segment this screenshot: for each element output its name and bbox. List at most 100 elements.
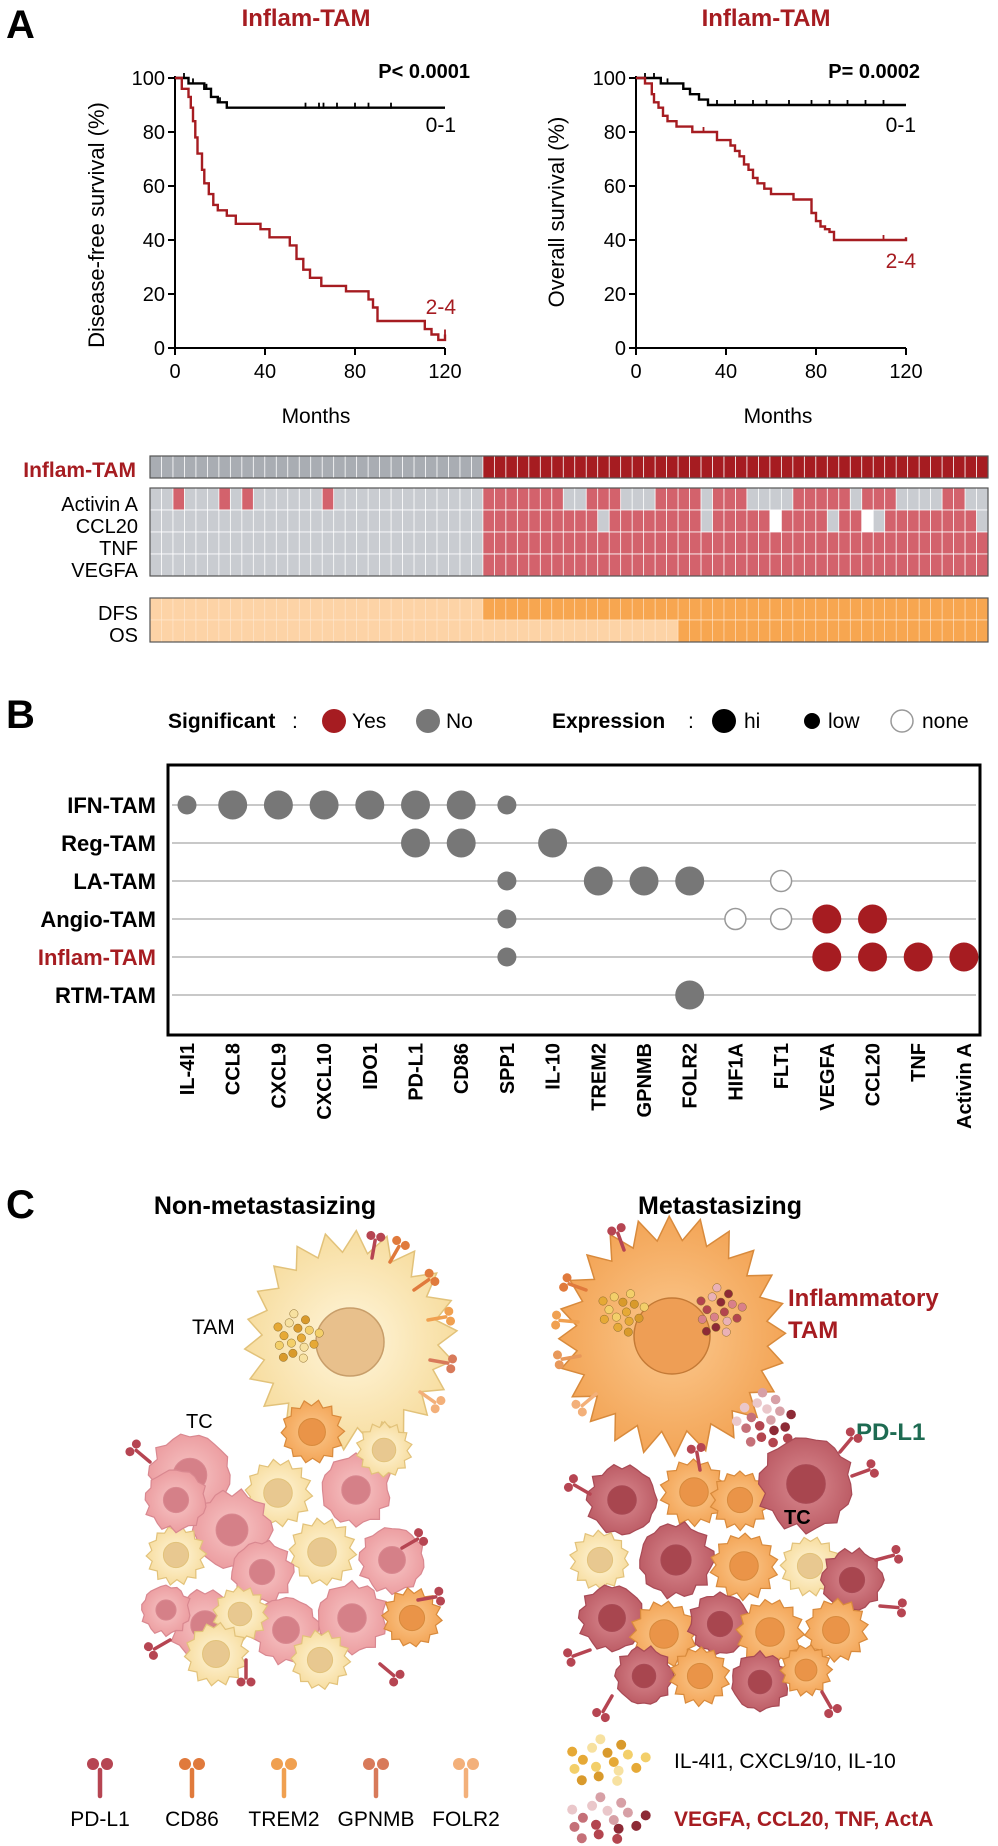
- heatmap-cell-vegfa: [826, 553, 840, 577]
- km-dfs-ytick-label: 60: [143, 176, 165, 198]
- heatmap-cell-inflam-tam: [918, 455, 932, 479]
- outcome-cell-os: [161, 619, 174, 643]
- outcome-cell-os: [264, 619, 277, 643]
- receptor-head: [554, 1360, 564, 1370]
- receptor-head: [552, 1350, 562, 1360]
- pdl1-receptor-head: [853, 1433, 863, 1443]
- granule-red: [737, 1302, 747, 1312]
- outcome-cell-os: [964, 619, 978, 643]
- outcome-cell-dfs: [643, 597, 656, 621]
- tam-label: TAM: [192, 1316, 235, 1339]
- heatmap-cell-activin-a: [792, 487, 806, 511]
- factor-legend-dot: [616, 1739, 627, 1750]
- heatmap-cell-inflam-tam: [528, 455, 542, 479]
- receptor-head: [552, 1310, 562, 1320]
- tumor-left-nucleus: [371, 1437, 397, 1463]
- granule: [598, 1296, 608, 1306]
- granule-red: [721, 1327, 731, 1337]
- heatmap-cell-activin-a: [585, 487, 599, 511]
- km-os-ytick-label: 80: [604, 122, 626, 144]
- heatmap-cell-activin-a: [195, 487, 209, 511]
- outcome-cell-dfs: [918, 597, 932, 621]
- receptor-legend-head: [101, 1758, 113, 1770]
- pdl1-receptor-head: [563, 1482, 573, 1492]
- outcome-cell-dfs: [321, 597, 335, 621]
- heatmap-cell-vegfa: [872, 553, 886, 577]
- pdl1-receptor-head: [436, 1596, 446, 1606]
- heatmap-cell-tnf: [241, 531, 255, 555]
- receptor-stem: [370, 1238, 377, 1260]
- heatmap-cell-ccl20: [241, 509, 255, 533]
- heatmap-cell-vegfa: [344, 553, 358, 577]
- tumor-left-nucleus: [227, 1601, 253, 1627]
- heatmap-cell-tnf: [459, 531, 473, 555]
- pdl1-receptor: [563, 1648, 592, 1667]
- heatmap-cell-activin-a: [723, 487, 737, 511]
- heatmap-cell-tnf: [482, 531, 496, 555]
- outcome-cell-dfs: [551, 597, 564, 621]
- heatmap-cell-tnf: [252, 531, 266, 555]
- outcome-cell-os: [700, 619, 714, 643]
- km-os-ylabel: Overall survival (%): [544, 117, 569, 308]
- heatmap-cell-tnf: [769, 531, 783, 555]
- factor-legend-dot-red: [595, 1792, 606, 1803]
- dotplot-point-hi: [446, 790, 476, 820]
- heatmap-cell-activin-a: [539, 487, 553, 511]
- heatmap-cell-inflam-tam: [505, 455, 519, 479]
- heatmap-cell-inflam-tam: [321, 455, 335, 479]
- heatmap-cell-vegfa: [792, 553, 806, 577]
- factor-legend-dot-red: [577, 1812, 588, 1823]
- heatmap-cell-ccl20: [436, 509, 450, 533]
- outcome-cell-os: [608, 619, 622, 643]
- granule: [293, 1323, 303, 1333]
- heatmap-cell-inflam-tam: [723, 455, 737, 479]
- heatmap-cell-ccl20: [505, 509, 519, 533]
- receptor-head: [446, 1316, 456, 1326]
- dotplot-column-label: PD-L1: [406, 1043, 428, 1101]
- outcome-cell-os: [562, 619, 576, 643]
- heatmap-cell-inflam-tam: [149, 455, 163, 479]
- heatmap-cell-ccl20: [689, 509, 702, 533]
- dotplot-gridlines: [172, 804, 976, 996]
- receptor-stem: [418, 1390, 437, 1405]
- heatmap-cell-inflam-tam: [218, 455, 232, 479]
- heatmap-cell-tnf: [551, 531, 564, 555]
- dotplot-column-label: IL-10: [543, 1043, 565, 1090]
- outcome-cell-os: [275, 619, 289, 643]
- heatmap-cell-inflam-tam: [815, 455, 828, 479]
- receptor-stem: [428, 1358, 450, 1365]
- heatmap-cell-activin-a: [252, 487, 266, 511]
- heatmap-cell-activin-a: [149, 487, 163, 511]
- heatmap-cell-inflam-tam: [746, 455, 760, 479]
- dotplot-row-label: Inflam-TAM: [38, 945, 156, 970]
- secreted-dot: [745, 1437, 756, 1447]
- outcome-cell-os: [953, 619, 966, 643]
- heatmap-cell-inflam-tam: [356, 455, 369, 479]
- heatmap-cell-ccl20: [872, 509, 886, 533]
- heatmap-cell-activin-a: [849, 487, 863, 511]
- factor-legend-dot-red: [567, 1804, 578, 1815]
- outcome-cell-os: [815, 619, 828, 643]
- heatmap-cell-ccl20: [161, 509, 174, 533]
- outcome-cell-os: [781, 619, 794, 643]
- heatmap-cell-tnf: [287, 531, 300, 555]
- heatmap-cell-tnf: [689, 531, 702, 555]
- outcome-cell-dfs: [723, 597, 737, 621]
- heatmap-cell-vegfa: [275, 553, 289, 577]
- dotplot-column-label: Activin A: [954, 1043, 976, 1129]
- heatmap-cell-ccl20: [608, 509, 622, 533]
- dotplot-frame: [166, 763, 982, 1037]
- receptor-head: [366, 1230, 376, 1240]
- granule: [274, 1340, 284, 1350]
- heatmap-cell-tnf: [884, 531, 897, 555]
- heatmap-cell-vegfa: [918, 553, 932, 577]
- heatmap-cell-ccl20: [149, 509, 163, 533]
- heatmap-cell-inflam-tam: [620, 455, 633, 479]
- heatmap-cell-vegfa: [206, 553, 220, 577]
- pdl1-receptor: [378, 1662, 405, 1687]
- pdl1-receptor-head: [246, 1677, 256, 1687]
- granule: [299, 1342, 309, 1352]
- heatmap-cell-ccl20: [379, 509, 392, 533]
- outcome-cell-dfs: [425, 597, 438, 621]
- outcome-cell-dfs: [941, 597, 955, 621]
